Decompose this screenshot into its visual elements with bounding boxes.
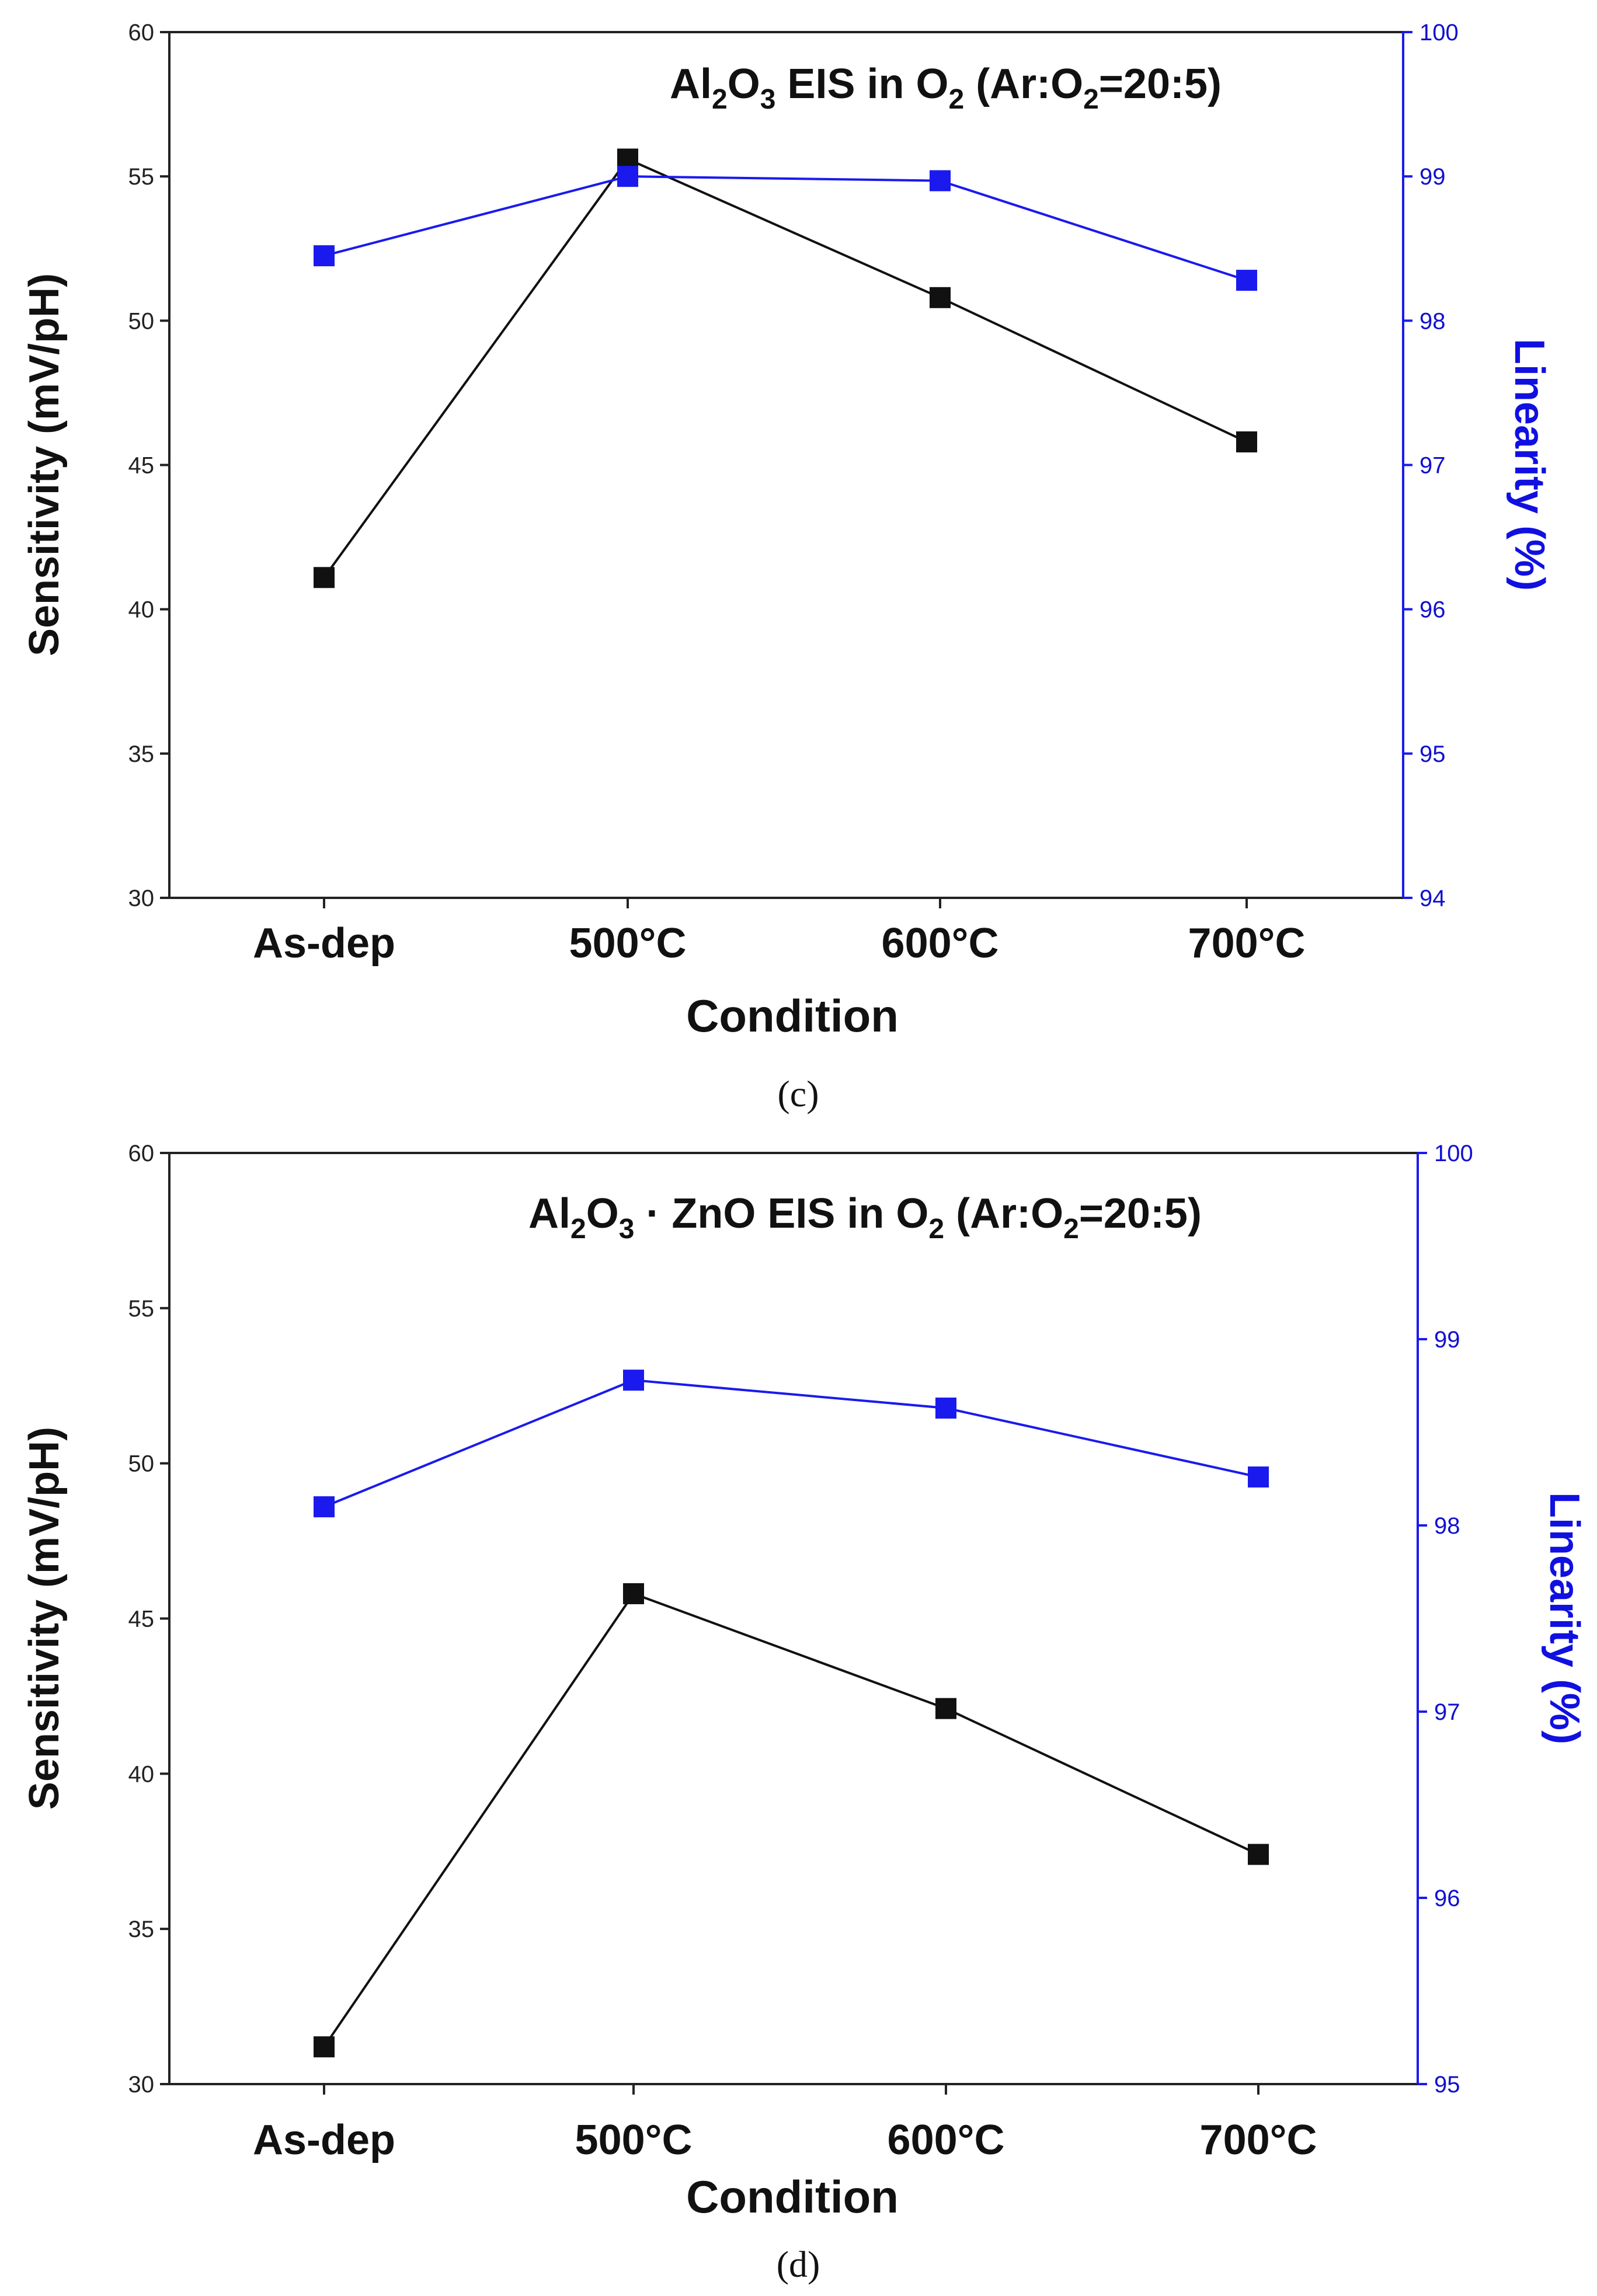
panel-d-xlabel: Condition [686,2171,899,2222]
panel-d: 30 35 40 45 50 55 60 95 96 97 98 99 100 As-dep 500°C… [21,1141,1588,2285]
panel-c-left-ticks: 30 35 40 45 50 55 60 [128,20,169,911]
panel-c-right-tick-label: 100 [1419,20,1459,46]
panel-d-right-tick-label: 97 [1434,1699,1460,1725]
panel-d-left-tick-label: 40 [128,1761,155,1787]
panel-c-sensitivity-line [323,158,1247,579]
panel-c-left-tick-label: 60 [128,20,155,46]
panel-c-series-lines [323,158,1247,579]
panel-c-linearity-point [930,170,951,191]
panel-c: 30 35 40 45 50 55 60 94 95 96 97 98 99 100 As-dep 500… [21,20,1553,1114]
panel-c-left-tick-label: 30 [128,886,155,911]
panel-c-right-tick-label: 98 [1419,308,1446,334]
panel-c-left-tick-label: 40 [128,597,155,623]
panel-d-right-ticks: 95 96 97 98 99 100 [1418,1141,1473,2098]
panel-c-sensitivity-point [930,287,951,308]
panel-d-x-tick-label: As-dep [253,2117,395,2163]
panel-c-linearity-point [1236,270,1257,291]
panel-c-left-tick-label: 55 [128,164,155,190]
panel-d-left-tick-label: 50 [128,1451,155,1477]
panel-c-right-tick-label: 97 [1419,453,1446,479]
panel-c-title: Al2O3 EIS in O2 (Ar:O2=20:5) [670,61,1222,115]
panel-c-x-tick-label: As-dep [253,920,395,967]
panel-c-caption: (c) [777,1073,819,1114]
panel-c-right-tick-label: 99 [1419,164,1446,190]
panel-c-linearity-point [617,166,638,187]
panel-c-right-tick-label: 95 [1419,741,1446,767]
panel-c-series-points [314,148,1257,588]
panel-d-series-lines [323,1379,1259,2048]
panel-c-plot-frame [168,31,1404,899]
panel-d-x-tick-label: 600°C [888,2117,1005,2163]
panel-c-x-tick-label: 700°C [1188,920,1306,967]
panel-c-left-tick-label: 45 [128,453,155,479]
panel-d-plot-frame [168,1152,1419,2085]
panel-c-x-ticks: As-dep 500°C 600°C 700°C [253,898,1305,967]
panel-d-sensitivity-point [314,2036,335,2058]
panel-c-right-tick-label: 94 [1419,886,1446,911]
panel-c-x-tick-label: 500°C [569,920,687,967]
panel-d-sensitivity-point [1248,1844,1269,1865]
panel-d-linearity-point [623,1370,644,1391]
panel-d-sensitivity-line [323,1592,1259,2048]
panel-d-x-tick-label: 500°C [575,2117,693,2163]
panel-c-xlabel: Condition [686,990,899,1041]
panel-c-sensitivity-point [1236,431,1257,452]
panel-d-sensitivity-point [935,1698,956,1719]
panel-d-right-tick-label: 100 [1434,1141,1473,1166]
panel-c-left-tick-label: 35 [128,741,155,767]
panel-c-x-tick-label: 600°C [882,920,999,967]
panel-d-ylabel: Sensitivity (mV/pH) [21,1427,68,1810]
panel-d-linearity-point [1248,1466,1269,1488]
panel-d-sensitivity-point [623,1583,644,1604]
panel-d-caption: (d) [777,2243,820,2285]
panel-d-right-tick-label: 96 [1434,1886,1460,1911]
panel-d-title: Al2O3 · ZnO EIS in O2 (Ar:O2=20:5) [528,1190,1202,1245]
panel-c-y2label: Linearity (%) [1506,339,1553,591]
panel-c-linearity-point [314,245,335,267]
panel-d-left-ticks: 30 35 40 45 50 55 60 [128,1141,169,2098]
panel-d-y2label: Linearity (%) [1541,1492,1588,1744]
panel-d-left-tick-label: 60 [128,1141,155,1166]
panel-c-sensitivity-point [314,567,335,588]
panel-c-right-ticks: 94 95 96 97 98 99 100 [1403,20,1459,911]
panel-d-left-tick-label: 45 [128,1607,155,1632]
panel-d-right-tick-label: 99 [1434,1327,1460,1353]
panel-c-ylabel: Sensitivity (mV/pH) [21,273,68,656]
panel-d-right-tick-label: 98 [1434,1513,1460,1539]
panel-c-linearity-line [323,175,1247,282]
panel-d-left-tick-label: 35 [128,1917,155,1942]
panel-d-linearity-point [314,1496,335,1518]
panel-c-left-tick-label: 50 [128,308,155,334]
panel-d-series-points [314,1370,1269,2058]
panel-d-right-tick-label: 95 [1434,2072,1460,2098]
panel-d-x-ticks: As-dep 500°C 600°C 700°C [253,2084,1317,2163]
panel-d-x-tick-label: 700°C [1200,2117,1317,2163]
panel-d-left-tick-label: 30 [128,2072,155,2098]
panel-d-linearity-line [323,1379,1259,1508]
panel-d-left-tick-label: 55 [128,1296,155,1322]
panel-c-right-tick-label: 96 [1419,597,1446,623]
panel-d-linearity-point [935,1398,956,1419]
